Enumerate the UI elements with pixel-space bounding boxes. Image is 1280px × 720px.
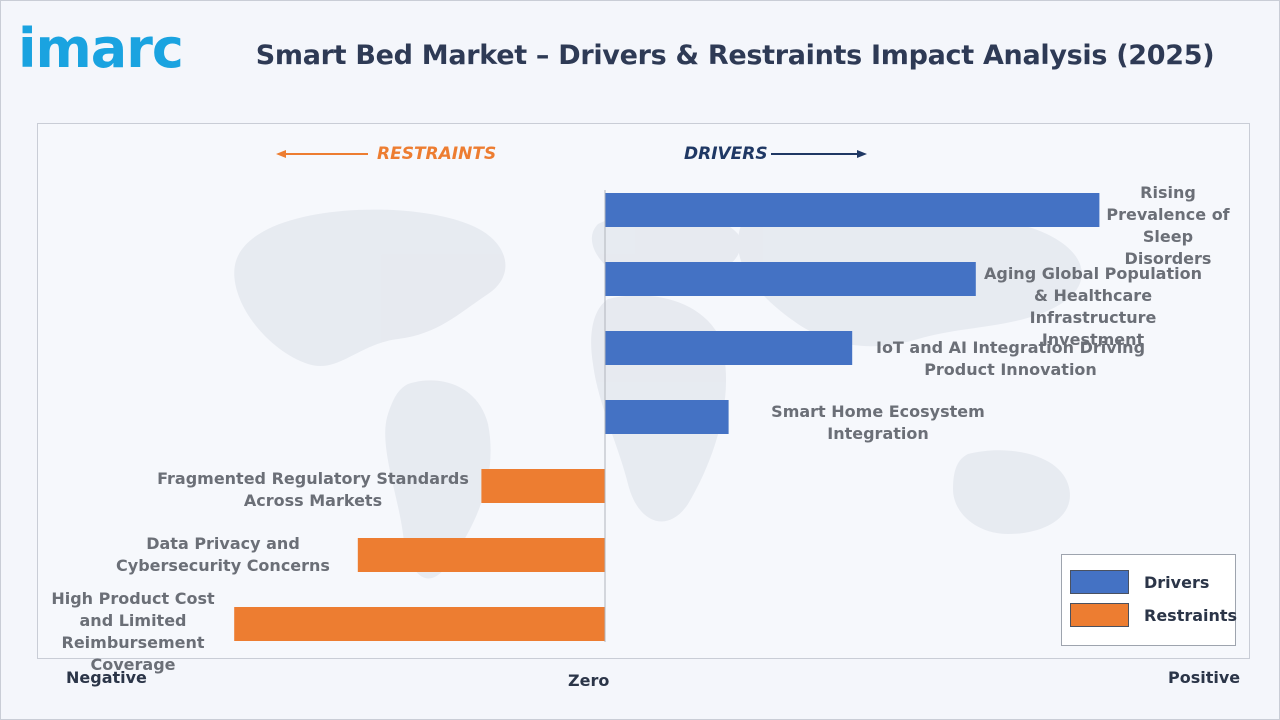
logo-text: imarc (18, 17, 184, 80)
bars-group (234, 193, 1100, 641)
legend-label-drivers: Drivers (1144, 572, 1210, 592)
legend-item-restraints: Restraints (1070, 603, 1237, 627)
axis-zero-label: Zero (568, 671, 610, 690)
restraints-direction-label: RESTRAINTS (377, 144, 497, 164)
bar-drivers-1 (605, 262, 976, 296)
chart-svg (234, 150, 1100, 642)
category-label-4: Fragmented Regulatory Standards Across M… (157, 469, 469, 510)
category-label-5: Data Privacy and Cybersecurity Concerns (116, 534, 330, 575)
legend: Drivers Restraints (1061, 554, 1237, 646)
restraints-arrowhead-icon (276, 150, 286, 158)
legend-label-restraints: Restraints (1144, 605, 1238, 625)
bar-restraints-4 (481, 469, 605, 503)
legend-swatch-drivers (1070, 570, 1129, 594)
drivers-arrowhead-icon (857, 150, 867, 158)
category-label-0: Rising Prevalence of Sleep Disorders (1106, 183, 1230, 268)
world-map-watermark (234, 203, 1082, 579)
imarc-logo: imarc (18, 16, 203, 82)
bar-restraints-5 (357, 538, 605, 572)
category-label-1: Aging Global Population & Healthcare Inf… (983, 264, 1202, 349)
bar-drivers-3 (605, 400, 729, 434)
category-label-2: IoT and AI Integration Driving Product I… (875, 338, 1146, 379)
category-label-6: High Product Cost and Limited Reimbursem… (51, 589, 215, 674)
category-label-3: Smart Home Ecosystem Integration (771, 402, 985, 443)
bar-drivers-2 (605, 331, 853, 365)
drivers-direction-label: DRIVERS (684, 144, 768, 164)
axis-negative-label: Negative (66, 668, 147, 687)
legend-item-drivers: Drivers (1070, 570, 1209, 594)
bar-restraints-6 (234, 607, 605, 641)
chart-title: Smart Bed Market – Drivers & Restraints … (255, 40, 1215, 71)
bar-drivers-0 (605, 193, 1100, 227)
chart-area: RESTRAINTS DRIVERS Rising Prevalence of … (37, 123, 1250, 674)
legend-swatch-restraints (1070, 603, 1129, 627)
axis-positive-label: Positive (1168, 668, 1241, 687)
